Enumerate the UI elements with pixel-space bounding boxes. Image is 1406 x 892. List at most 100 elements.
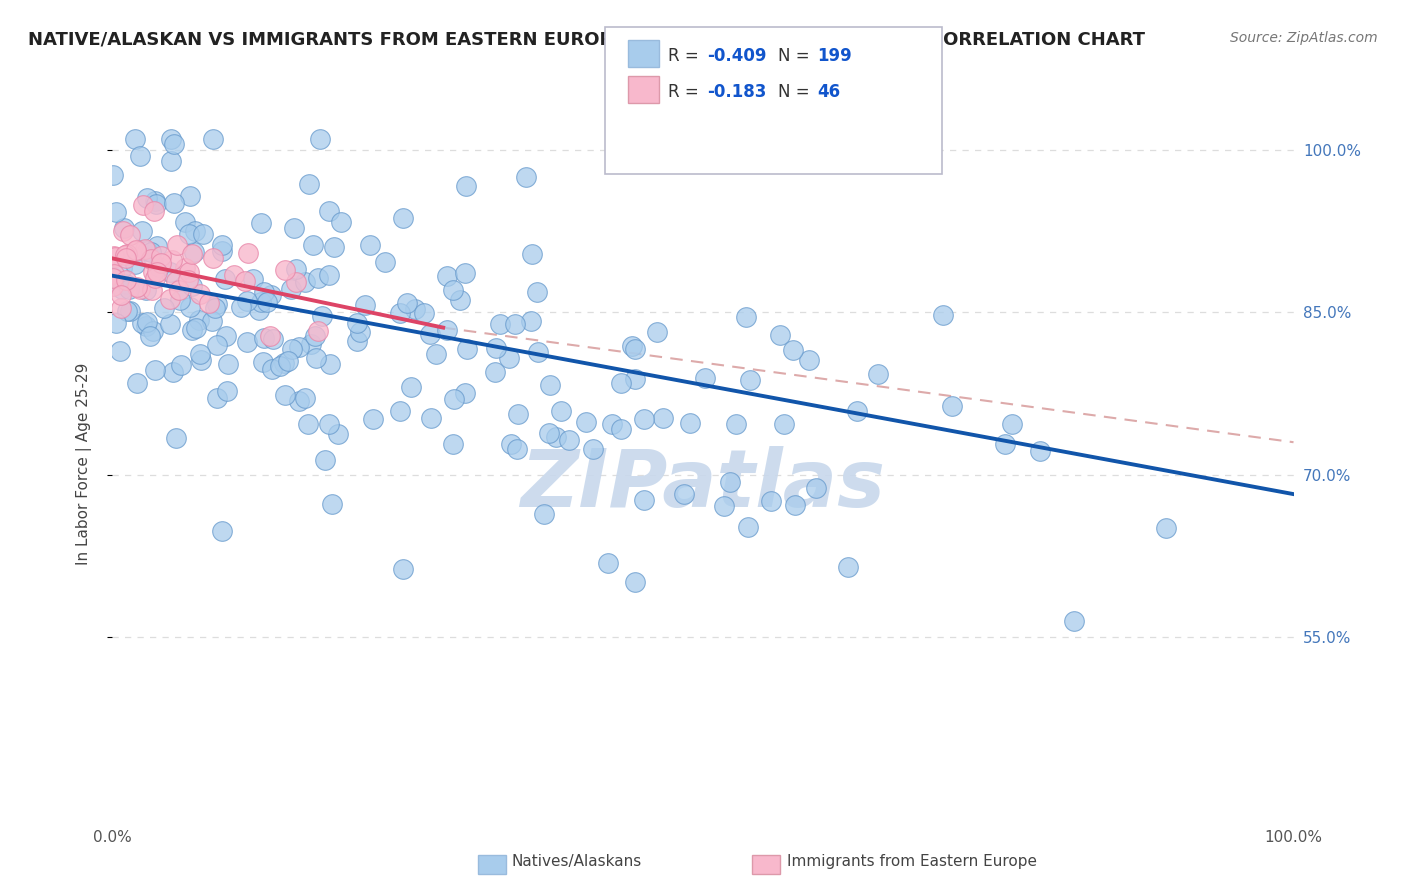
Point bbox=[294, 391, 316, 405]
Point bbox=[388, 306, 411, 320]
Point bbox=[131, 316, 153, 330]
Point bbox=[498, 351, 520, 365]
Point bbox=[179, 227, 201, 242]
Point bbox=[188, 347, 211, 361]
Point bbox=[307, 270, 329, 285]
Point bbox=[538, 378, 561, 392]
Point bbox=[401, 380, 423, 394]
Point bbox=[846, 404, 869, 418]
Point bbox=[118, 282, 141, 296]
Point bbox=[163, 137, 186, 152]
Point bbox=[436, 269, 458, 284]
Point bbox=[191, 227, 214, 241]
Point bbox=[247, 302, 270, 317]
Point bbox=[299, 337, 322, 351]
Point bbox=[117, 303, 139, 318]
Point bbox=[101, 278, 124, 293]
Point bbox=[558, 433, 581, 447]
Point bbox=[188, 286, 211, 301]
Text: N =: N = bbox=[778, 47, 814, 65]
Point bbox=[652, 411, 675, 425]
Point bbox=[782, 343, 804, 357]
Point bbox=[1028, 443, 1050, 458]
Point bbox=[181, 247, 204, 261]
Point bbox=[188, 312, 211, 326]
Point bbox=[575, 416, 598, 430]
Point bbox=[110, 288, 132, 302]
Point bbox=[211, 237, 233, 252]
Point bbox=[177, 265, 200, 279]
Point bbox=[443, 392, 465, 406]
Point bbox=[103, 267, 125, 281]
Point bbox=[318, 417, 340, 432]
Point bbox=[456, 342, 478, 356]
Point bbox=[253, 285, 276, 299]
Point bbox=[146, 239, 169, 253]
Point bbox=[153, 301, 176, 315]
Point bbox=[311, 309, 333, 323]
Point bbox=[135, 244, 157, 259]
Point bbox=[205, 297, 228, 311]
Point bbox=[359, 238, 381, 252]
Point bbox=[103, 249, 125, 263]
Point bbox=[620, 339, 643, 353]
Point bbox=[115, 251, 138, 265]
Point bbox=[326, 426, 349, 441]
Point bbox=[412, 306, 434, 320]
Point bbox=[868, 367, 890, 381]
Point bbox=[679, 416, 702, 430]
Point bbox=[184, 321, 207, 335]
Point bbox=[204, 301, 226, 316]
Point bbox=[127, 376, 149, 391]
Point bbox=[184, 224, 207, 238]
Text: NATIVE/ALASKAN VS IMMIGRANTS FROM EASTERN EUROPE IN LABOR FORCE | AGE 25-29 CORR: NATIVE/ALASKAN VS IMMIGRANTS FROM EASTER… bbox=[28, 31, 1144, 49]
Point bbox=[149, 256, 172, 270]
Point bbox=[346, 316, 368, 330]
Point bbox=[169, 293, 191, 307]
Point bbox=[177, 273, 200, 287]
Point bbox=[363, 412, 385, 426]
Point bbox=[215, 384, 238, 398]
Point bbox=[506, 442, 529, 456]
Point bbox=[609, 422, 631, 436]
Point bbox=[174, 260, 197, 275]
Text: 199: 199 bbox=[817, 47, 852, 65]
Point bbox=[527, 345, 550, 359]
Point bbox=[214, 271, 236, 285]
Point bbox=[110, 301, 132, 315]
Point bbox=[167, 283, 190, 297]
Point bbox=[672, 487, 695, 501]
Point bbox=[260, 361, 283, 376]
Point bbox=[318, 357, 340, 371]
Point bbox=[179, 189, 201, 203]
Point bbox=[148, 260, 170, 275]
Point bbox=[181, 323, 204, 337]
Point bbox=[269, 359, 291, 373]
Point bbox=[718, 475, 741, 490]
Point bbox=[124, 257, 146, 271]
Point bbox=[537, 426, 560, 441]
Text: Immigrants from Eastern Europe: Immigrants from Eastern Europe bbox=[787, 855, 1038, 869]
Point bbox=[346, 334, 368, 349]
Point bbox=[307, 324, 329, 338]
Point bbox=[288, 339, 311, 353]
Point bbox=[131, 224, 153, 238]
Point bbox=[645, 325, 668, 339]
Point bbox=[236, 293, 259, 308]
Point bbox=[143, 204, 166, 219]
Point bbox=[260, 287, 283, 301]
Point bbox=[404, 302, 426, 317]
Point bbox=[318, 268, 340, 283]
Point bbox=[1154, 521, 1177, 535]
Y-axis label: In Labor Force | Age 25-29: In Labor Force | Age 25-29 bbox=[76, 363, 91, 565]
Point bbox=[804, 481, 827, 495]
Point bbox=[454, 266, 477, 280]
Point bbox=[533, 507, 555, 521]
Point bbox=[454, 386, 477, 401]
Point bbox=[139, 329, 162, 343]
Point bbox=[115, 273, 138, 287]
Point bbox=[321, 497, 343, 511]
Point bbox=[211, 244, 233, 259]
Point bbox=[110, 344, 132, 359]
Point bbox=[374, 255, 396, 269]
